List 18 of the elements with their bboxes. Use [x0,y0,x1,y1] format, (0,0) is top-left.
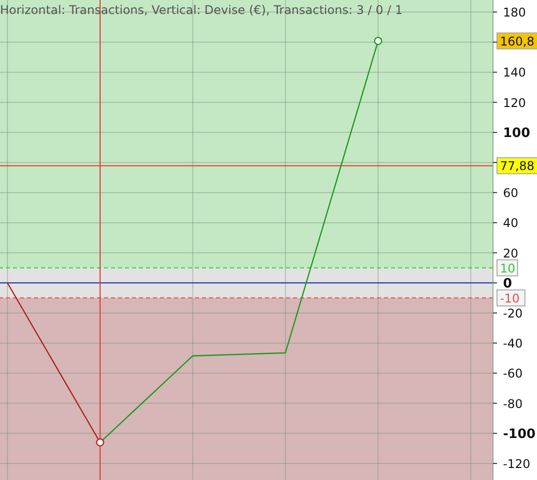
y-tick-label: -60 [503,366,523,381]
text: 160,8 [500,34,534,48]
y-tick-label: -100 [503,426,536,442]
ref-line-label: 10 [500,261,516,276]
y-tick-label: -120 [503,456,530,471]
y-tick-label: 60 [503,186,518,200]
ref-line-label: 77,88 [500,159,534,174]
y-tick-label: 180 [503,6,526,20]
y-tick-label: 100 [503,126,530,141]
y-tick-label: 0 [503,276,512,292]
y-tick-label: -40 [503,336,523,351]
y-tick-label: 120 [503,96,526,110]
y-tick-label: 40 [503,216,518,230]
y-tick-label: 20 [503,246,518,260]
y-tick-label: -20 [503,306,523,320]
ref-line-label: -10 [500,291,520,306]
y-tick-label: 140 [503,66,526,80]
y-tick-label: -80 [503,396,523,411]
